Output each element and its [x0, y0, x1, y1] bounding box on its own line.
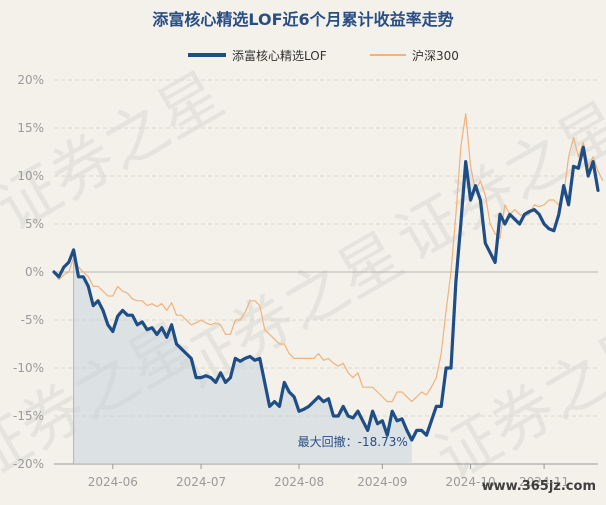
- drawdown-label: 最大回撤：-18.73%: [298, 434, 408, 449]
- x-tick-label: 2024-06: [88, 475, 138, 489]
- x-tick-label: 2024-07: [176, 475, 226, 489]
- legend-label-fund: 添富核心精选LOF: [232, 48, 327, 63]
- y-tick-label: 20%: [17, 73, 44, 87]
- y-tick-label: -10%: [13, 361, 44, 375]
- y-tick-label: -20%: [13, 457, 44, 471]
- y-tick-label: 10%: [17, 169, 44, 183]
- y-tick-label: -15%: [13, 409, 44, 423]
- y-tick-label: 15%: [17, 121, 44, 135]
- legend: 添富核心精选LOF 沪深300: [188, 48, 459, 63]
- site-watermark: www.365jz.com: [482, 479, 596, 494]
- y-tick-label: -5%: [21, 313, 44, 327]
- x-tick-label: 2024-08: [274, 475, 324, 489]
- y-tick-label: 0%: [25, 265, 44, 279]
- series-line-fund: [52, 145, 600, 442]
- x-tick-label: 2024-10: [446, 475, 496, 489]
- watermark-text: 证券之星: [424, 308, 606, 495]
- legend-label-index: 沪深300: [412, 49, 459, 63]
- drawdown-area: [73, 249, 412, 464]
- x-tick-label: 2024-09: [357, 475, 407, 489]
- series-line-index: [53, 113, 604, 403]
- chart-title: 添富核心精选LOF近6个月累计收益率走势: [152, 10, 453, 29]
- x-tick-label: 2024-11: [519, 475, 569, 489]
- y-tick-label: 5%: [25, 217, 44, 231]
